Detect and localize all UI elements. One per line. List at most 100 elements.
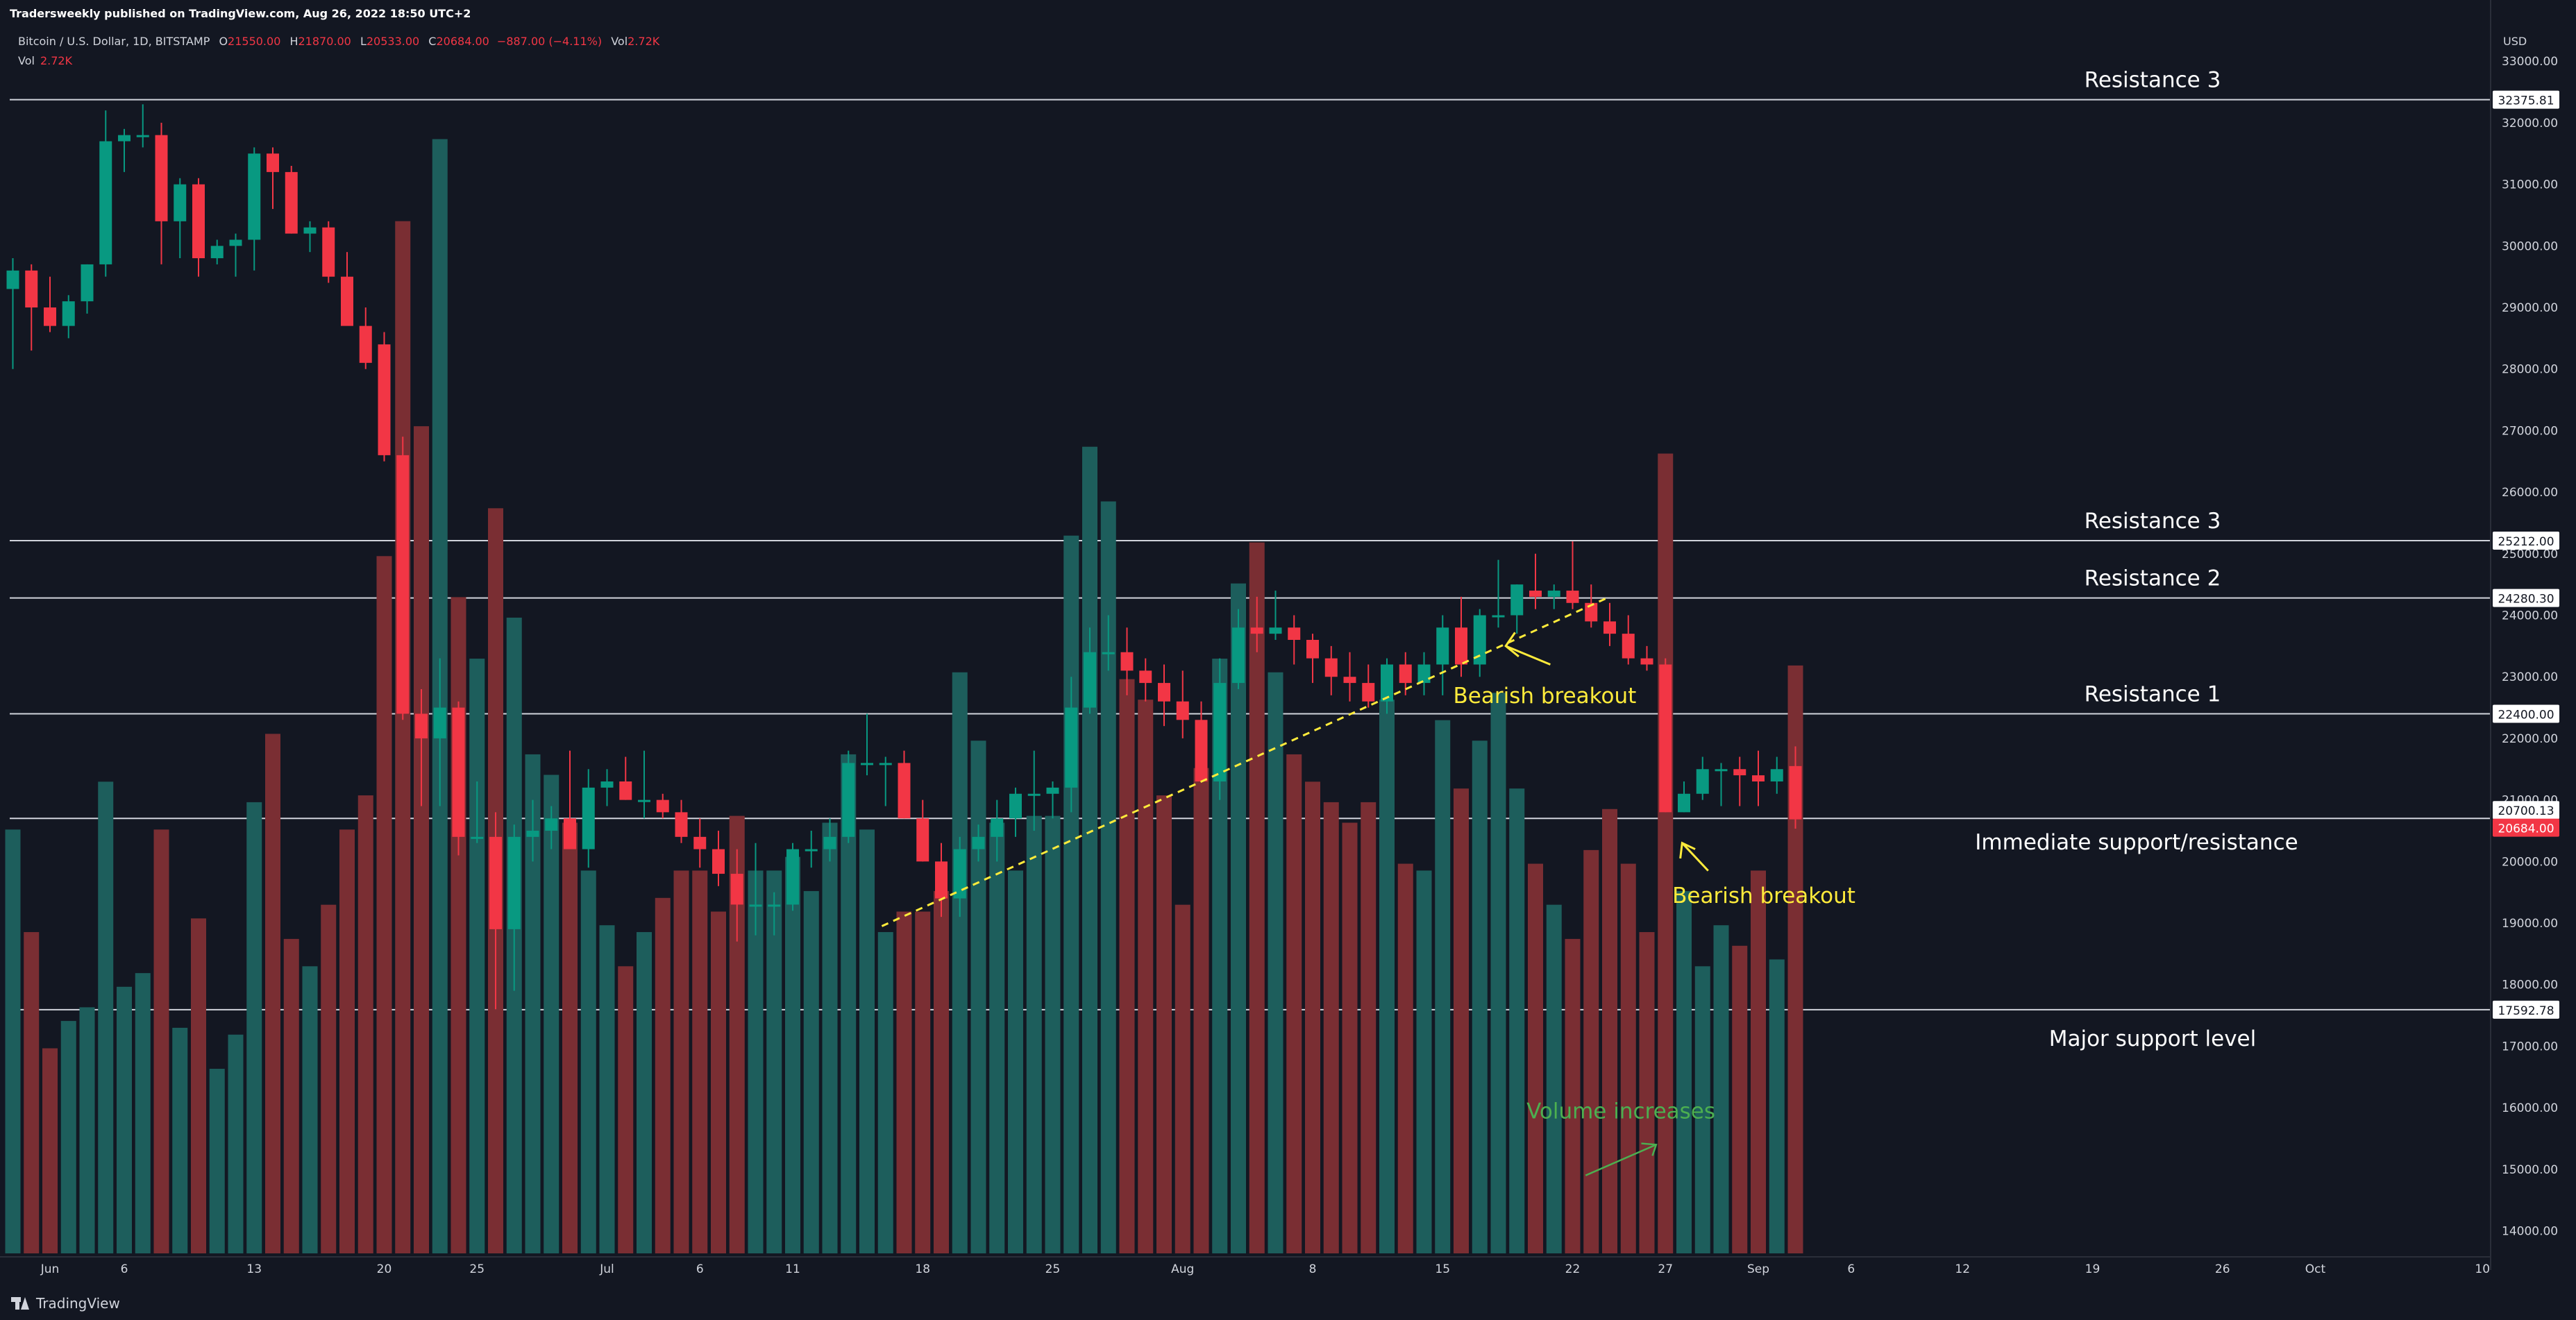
candle[interactable] <box>675 799 688 843</box>
candle[interactable] <box>210 239 224 264</box>
candle[interactable] <box>823 818 836 862</box>
tradingview-footer[interactable]: TradingView <box>11 1295 120 1312</box>
candle[interactable] <box>972 824 985 862</box>
candle[interactable] <box>118 128 131 172</box>
candle[interactable] <box>1120 627 1134 695</box>
candle[interactable] <box>507 824 521 991</box>
candle[interactable] <box>1678 781 1690 813</box>
price-axis[interactable]: 33000.00 32000.00 31000.00 30000.00 29000.00… <box>2490 0 2576 1270</box>
candle[interactable] <box>248 147 261 271</box>
candle[interactable] <box>1232 609 1245 689</box>
candle[interactable] <box>192 178 205 277</box>
candle[interactable] <box>805 830 818 868</box>
candle[interactable] <box>1027 750 1041 831</box>
candle[interactable] <box>1510 584 1524 634</box>
candle[interactable] <box>99 110 112 277</box>
candle[interactable] <box>1455 596 1467 677</box>
candle[interactable] <box>619 756 632 800</box>
candle[interactable] <box>1566 541 1579 609</box>
candle[interactable] <box>1603 602 1616 646</box>
candle[interactable] <box>136 104 149 148</box>
candle[interactable] <box>6 258 19 369</box>
candle[interactable] <box>1696 756 1709 800</box>
candle[interactable] <box>1084 627 1096 714</box>
candle[interactable] <box>471 781 484 843</box>
candle[interactable] <box>991 799 1004 862</box>
trendline-dashed[interactable] <box>881 595 1610 927</box>
candle[interactable] <box>600 769 614 806</box>
candle[interactable] <box>1158 664 1170 727</box>
candle[interactable] <box>1715 763 1728 806</box>
candle[interactable] <box>285 166 298 234</box>
candle[interactable] <box>545 806 558 849</box>
candle[interactable] <box>174 178 187 259</box>
candle[interactable] <box>1789 746 1802 829</box>
candle[interactable] <box>582 769 595 868</box>
candle[interactable] <box>378 332 391 462</box>
candle[interactable] <box>768 892 781 936</box>
candle[interactable] <box>564 750 576 849</box>
candle[interactable] <box>1529 553 1542 609</box>
candle[interactable] <box>433 658 446 806</box>
candle[interactable] <box>81 264 94 314</box>
candle[interactable] <box>1733 756 1746 806</box>
candle[interactable] <box>1492 559 1505 628</box>
candle[interactable] <box>322 221 335 283</box>
candle[interactable] <box>730 849 743 942</box>
candle[interactable] <box>1102 615 1115 671</box>
candle[interactable] <box>1176 670 1189 738</box>
candle[interactable] <box>303 221 317 253</box>
candle[interactable] <box>155 122 168 264</box>
candle[interactable] <box>1640 645 1653 671</box>
candle[interactable] <box>861 713 873 776</box>
candle[interactable] <box>656 793 669 819</box>
candle[interactable] <box>25 264 38 351</box>
candle[interactable] <box>341 252 353 326</box>
candle[interactable] <box>1288 615 1301 665</box>
candle[interactable] <box>1306 634 1319 684</box>
candle[interactable] <box>842 750 855 843</box>
candle[interactable] <box>879 756 892 806</box>
candle[interactable] <box>229 233 242 277</box>
candle[interactable] <box>749 843 762 936</box>
candle[interactable] <box>1622 615 1635 665</box>
candle[interactable] <box>916 799 929 862</box>
candle[interactable] <box>786 843 799 911</box>
candle[interactable] <box>1324 645 1338 695</box>
candle[interactable] <box>1046 781 1059 819</box>
candle[interactable] <box>489 812 502 1010</box>
candle[interactable] <box>526 799 539 862</box>
candle[interactable] <box>1659 658 1672 813</box>
candle[interactable] <box>1195 701 1208 782</box>
candle[interactable] <box>267 147 279 210</box>
candle[interactable] <box>1381 658 1393 714</box>
candle[interactable] <box>415 688 428 806</box>
candle[interactable] <box>1139 658 1152 702</box>
candle[interactable] <box>638 750 650 819</box>
candle[interactable] <box>1752 750 1765 806</box>
candle[interactable] <box>953 836 966 917</box>
candle[interactable] <box>1473 609 1486 677</box>
candle[interactable] <box>359 307 372 369</box>
candle[interactable] <box>693 818 707 868</box>
candle[interactable] <box>1269 591 1282 640</box>
candle[interactable] <box>712 830 725 886</box>
candle[interactable] <box>1417 652 1431 695</box>
candle[interactable] <box>1547 584 1560 609</box>
candle[interactable] <box>1065 677 1078 813</box>
candle[interactable] <box>1009 787 1022 837</box>
candle[interactable] <box>44 276 56 332</box>
candle[interactable] <box>1362 664 1375 708</box>
candle[interactable] <box>1250 596 1263 652</box>
candle[interactable] <box>1213 658 1227 800</box>
time-axis[interactable]: Jun 6 13 20 25 Jul 6 11 18 25 Aug 8 15 22 27 Sep 6 12 19 26… <box>0 1256 2491 1276</box>
candle[interactable] <box>935 843 948 917</box>
candle[interactable] <box>1436 615 1449 695</box>
candle[interactable] <box>62 295 75 339</box>
candle[interactable] <box>452 701 465 856</box>
candle[interactable] <box>1770 756 1783 794</box>
candle[interactable] <box>396 437 410 720</box>
candle[interactable] <box>1343 652 1356 702</box>
candle[interactable] <box>898 750 911 819</box>
